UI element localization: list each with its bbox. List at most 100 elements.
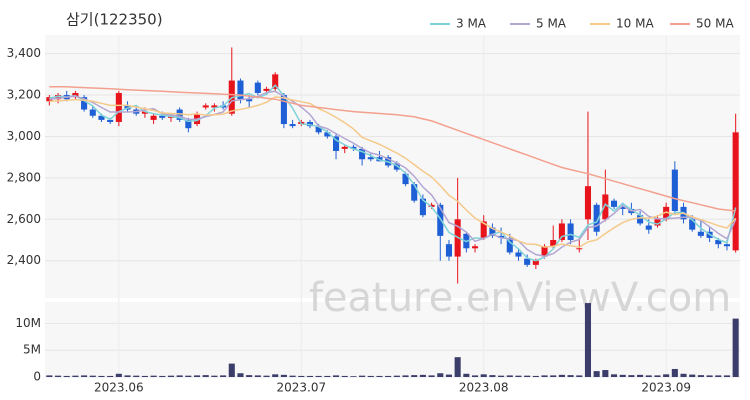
- volume-bar: [454, 357, 461, 377]
- x-tick-label: 2023.07: [276, 381, 326, 395]
- volume-bar: [437, 373, 444, 377]
- watermark: feature.enViewV.com: [309, 275, 731, 321]
- y-tick-label: 3,200: [7, 88, 41, 102]
- candle-body: [445, 244, 453, 257]
- volume-bar: [63, 375, 70, 377]
- volume-bar: [498, 375, 505, 377]
- candle-body: [332, 136, 340, 151]
- volume-bar: [532, 375, 539, 377]
- candle-body: [671, 169, 678, 212]
- volume-bar: [524, 375, 531, 377]
- candle-body: [176, 109, 183, 120]
- volume-bar: [81, 375, 88, 377]
- candle-body: [54, 95, 62, 100]
- volume-bar: [689, 374, 696, 377]
- x-tick-label: 2023.09: [641, 381, 691, 395]
- volume-bar: [550, 375, 557, 377]
- chart-title: 삼기(122350): [66, 11, 163, 29]
- candle-body: [550, 240, 557, 247]
- legend-label: 10 MA: [616, 17, 654, 31]
- volume-bar: [706, 375, 713, 377]
- volume-bar: [167, 375, 175, 377]
- candle-body: [428, 204, 435, 207]
- candle-body: [584, 186, 592, 220]
- candle-body: [610, 200, 618, 207]
- volume-bar: [341, 375, 348, 377]
- candle-body: [246, 99, 253, 102]
- volume-bar: [98, 375, 105, 377]
- volume-bar: [506, 375, 513, 377]
- volume-bar: [445, 374, 453, 377]
- candle-body: [150, 115, 157, 120]
- candle-body: [637, 215, 644, 224]
- volume-bar: [159, 375, 166, 377]
- volume-bar: [150, 375, 157, 377]
- ma-line: [49, 96, 737, 248]
- volume-bar: [715, 375, 722, 377]
- volume-bar: [298, 375, 305, 377]
- candle-body: [115, 92, 122, 122]
- candle-body: [202, 105, 209, 108]
- legend-label: 50 MA: [696, 17, 734, 31]
- candle-body: [98, 115, 105, 120]
- volume-bar: [246, 375, 253, 377]
- candle-body: [645, 225, 652, 230]
- volume-bar: [107, 375, 114, 377]
- candle-body: [532, 260, 539, 265]
- candle-body: [272, 74, 279, 89]
- volume-plot-bg: [45, 302, 740, 377]
- candle-body: [489, 227, 496, 236]
- volume-bar: [280, 374, 287, 377]
- candle-body: [619, 206, 626, 209]
- volume-bar: [489, 375, 496, 377]
- volume-bar: [289, 375, 296, 377]
- candle-body: [185, 119, 192, 129]
- volume-bar: [654, 375, 661, 377]
- volume-bar: [637, 374, 644, 377]
- candle-body: [498, 235, 505, 238]
- volume-bar: [359, 375, 366, 377]
- volume-bar: [176, 375, 183, 377]
- volume-bar: [385, 375, 392, 377]
- volume-bar: [220, 375, 227, 377]
- candle-body: [341, 146, 348, 149]
- candle-body: [663, 206, 670, 220]
- volume-bar: [411, 375, 418, 377]
- candle-body: [367, 157, 374, 160]
- y-tick-label: 2,600: [7, 212, 41, 226]
- candle-body: [254, 82, 261, 93]
- volume-bar: [584, 303, 592, 377]
- candle-body: [89, 109, 96, 116]
- volume-bar: [133, 375, 140, 377]
- volume-bar: [254, 375, 261, 377]
- volume-bar: [663, 374, 670, 377]
- volume-bar: [471, 375, 479, 377]
- y-tick-label: 2,400: [7, 253, 41, 267]
- x-tick-label: 2023.08: [459, 381, 509, 395]
- volume-bar: [723, 375, 731, 377]
- candle-body: [723, 244, 731, 247]
- volume-bar: [72, 375, 79, 377]
- volume-bar: [680, 373, 687, 377]
- volume-bar: [272, 374, 279, 377]
- volume-bar: [428, 375, 435, 377]
- volume-bar: [124, 375, 131, 377]
- candle-body: [81, 97, 88, 110]
- volume-bar: [463, 373, 470, 377]
- volume-bar: [602, 370, 609, 377]
- volume-bar: [185, 375, 192, 377]
- candle-body: [411, 184, 418, 201]
- volume-bar: [350, 376, 357, 377]
- candle-body: [402, 173, 409, 185]
- candle-body: [602, 194, 609, 220]
- volume-bar: [593, 371, 600, 377]
- volume-bar: [671, 368, 678, 377]
- volume-bar: [263, 375, 270, 377]
- volume-bar: [402, 375, 409, 377]
- candle-body: [263, 88, 270, 91]
- candle-body: [315, 126, 322, 133]
- volume-bar: [193, 375, 201, 377]
- volume-bar: [324, 375, 331, 377]
- volume-bar: [541, 375, 548, 377]
- candle-body: [141, 111, 148, 114]
